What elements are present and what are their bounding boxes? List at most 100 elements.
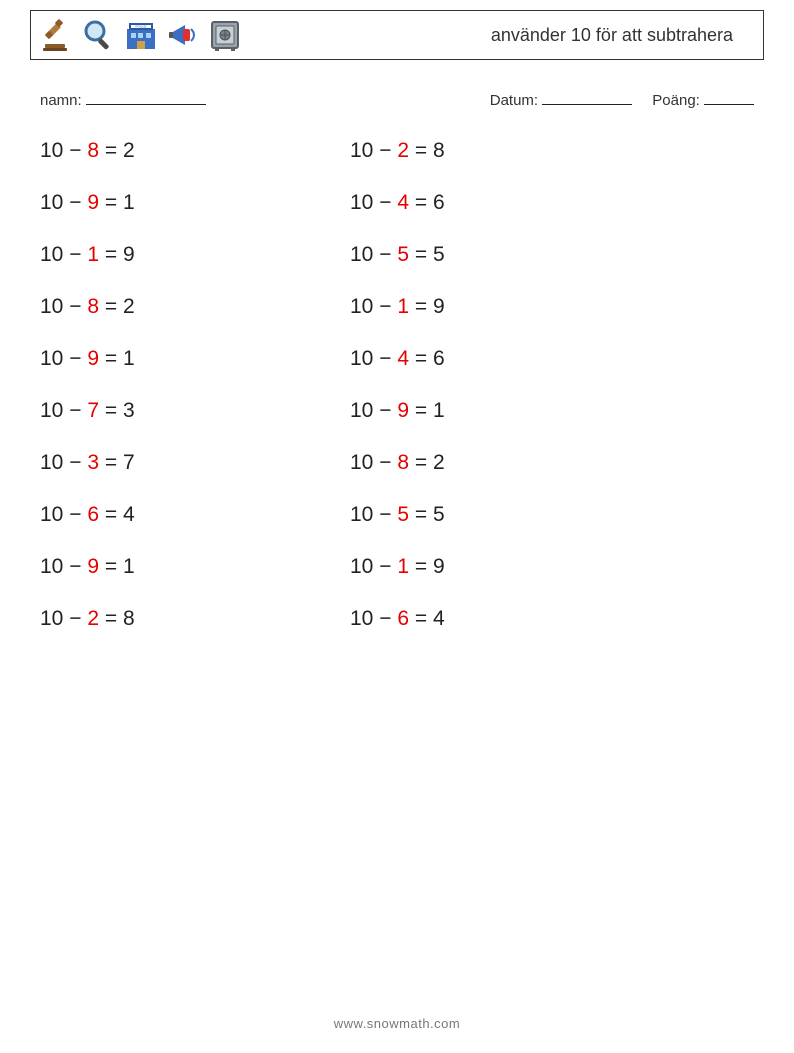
operator: − [69,347,81,370]
problem-row: 10 − 7 = 3 [40,399,350,423]
subtrahend: 5 [397,503,409,526]
minuend: 10 [40,191,63,214]
operator: − [69,503,81,526]
header-icons: POLICE [39,17,243,53]
result: 2 [123,139,135,162]
operator: − [379,555,391,578]
result: 8 [123,607,135,630]
problems-area: 10 − 8 = 210 − 9 = 110 − 1 = 910 − 8 = 2… [30,139,764,631]
result: 1 [123,555,135,578]
score-field: Poäng: [652,90,754,109]
problems-column-left: 10 − 8 = 210 − 9 = 110 − 1 = 910 − 8 = 2… [40,139,350,631]
problem-row: 10 − 6 = 4 [350,607,445,631]
minuend: 10 [40,139,63,162]
name-blank[interactable] [86,90,206,105]
problem-row: 10 − 9 = 1 [40,555,350,579]
result: 4 [433,607,445,630]
problem-row: 10 − 2 = 8 [350,139,445,163]
problem-row: 10 − 8 = 2 [40,295,350,319]
svg-text:POLICE: POLICE [135,25,146,29]
operator: − [69,555,81,578]
equals: = [415,191,427,214]
minuend: 10 [40,347,63,370]
minuend: 10 [350,347,373,370]
equals: = [105,399,117,422]
operator: − [69,139,81,162]
subtrahend: 6 [397,607,409,630]
equals: = [105,607,117,630]
megaphone-icon [165,17,201,53]
equals: = [105,191,117,214]
equals: = [105,347,117,370]
operator: − [69,451,81,474]
police-station-icon: POLICE [123,17,159,53]
result: 7 [123,451,135,474]
operator: − [69,399,81,422]
operator: − [379,451,391,474]
minuend: 10 [350,295,373,318]
equals: = [415,347,427,370]
minuend: 10 [40,555,63,578]
score-blank[interactable] [704,90,754,105]
subtrahend: 4 [397,191,409,214]
subtrahend: 1 [397,295,409,318]
operator: − [379,191,391,214]
problem-row: 10 − 8 = 2 [350,451,445,475]
result: 9 [123,243,135,266]
date-field: Datum: [490,90,633,109]
result: 4 [123,503,135,526]
operator: − [379,399,391,422]
minuend: 10 [40,451,63,474]
result: 5 [433,503,445,526]
equals: = [105,451,117,474]
subtrahend: 2 [87,607,99,630]
problem-row: 10 − 6 = 4 [40,503,350,527]
subtrahend: 6 [87,503,99,526]
operator: − [69,607,81,630]
minuend: 10 [350,243,373,266]
result: 5 [433,243,445,266]
result: 1 [123,347,135,370]
result: 9 [433,555,445,578]
result: 6 [433,191,445,214]
result: 3 [123,399,135,422]
subtrahend: 8 [87,139,99,162]
minuend: 10 [40,607,63,630]
equals: = [105,139,117,162]
operator: − [69,243,81,266]
operator: − [379,347,391,370]
problem-row: 10 − 9 = 1 [40,347,350,371]
minuend: 10 [350,555,373,578]
minuend: 10 [350,139,373,162]
name-field: namn: [40,90,206,109]
operator: − [379,503,391,526]
equals: = [415,243,427,266]
magnifier-icon [81,17,117,53]
operator: − [379,295,391,318]
operator: − [69,191,81,214]
problem-row: 10 − 9 = 1 [350,399,445,423]
result: 6 [433,347,445,370]
subtrahend: 9 [87,555,99,578]
subtrahend: 5 [397,243,409,266]
equals: = [105,503,117,526]
subtrahend: 4 [397,347,409,370]
gavel-icon [39,17,75,53]
equals: = [415,607,427,630]
worksheet-title: använder 10 för att subtrahera [491,25,733,46]
name-label: namn: [40,92,82,109]
problem-row: 10 − 5 = 5 [350,243,445,267]
date-blank[interactable] [542,90,632,105]
minuend: 10 [40,503,63,526]
operator: − [379,139,391,162]
minuend: 10 [40,399,63,422]
problem-row: 10 − 8 = 2 [40,139,350,163]
result: 9 [433,295,445,318]
date-label: Datum: [490,92,538,109]
subtrahend: 2 [397,139,409,162]
subtrahend: 1 [87,243,99,266]
operator: − [379,607,391,630]
footer-url: www.snowmath.com [0,1016,794,1031]
problems-column-right: 10 − 2 = 810 − 4 = 610 − 5 = 510 − 1 = 9… [350,139,445,631]
problem-row: 10 − 9 = 1 [40,191,350,215]
